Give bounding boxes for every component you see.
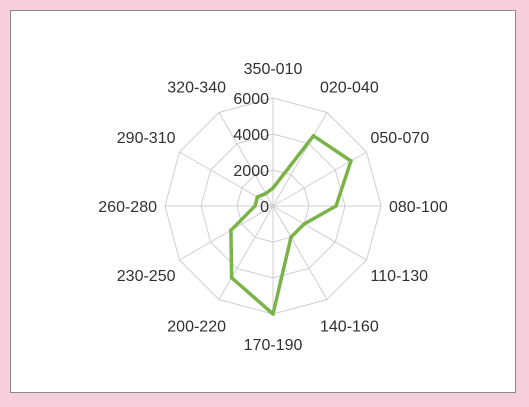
category-labels: 350-010 020-040 050-070 080-100 110-130 140-1… [98, 61, 448, 354]
category-label: 050-070 [371, 130, 430, 147]
tick-label: 2000 [233, 163, 269, 180]
spoke-140-160 [272, 205, 328, 300]
spoke-020-040 [272, 112, 328, 207]
category-label: 350-010 [244, 61, 303, 78]
category-label: 290-310 [117, 130, 176, 147]
series-layer [229, 134, 353, 316]
data-point-140-160 [289, 235, 293, 239]
data-point-260-280 [253, 204, 257, 208]
tick-label: 6000 [233, 91, 269, 108]
category-label: 170-190 [244, 337, 303, 354]
radar-spokes [165, 98, 381, 314]
data-point-080-100 [334, 204, 338, 208]
data-point-290-310 [255, 195, 260, 199]
spoke-320-340 [218, 112, 274, 207]
category-label: 260-280 [98, 199, 157, 216]
category-label: 230-250 [117, 268, 176, 285]
category-label: 020-040 [320, 79, 379, 96]
radial-ticks: 0 2000 4000 6000 [233, 91, 269, 216]
data-point-320-340 [264, 191, 268, 196]
spoke-110-130 [272, 205, 367, 261]
spoke-230-250 [179, 205, 274, 261]
data-point-020-040 [311, 134, 316, 138]
tick-label: 4000 [233, 127, 269, 144]
category-label: 320-340 [167, 79, 226, 96]
category-label: 200-220 [167, 319, 226, 336]
data-point-200-220 [229, 275, 234, 280]
data-point-110-130 [302, 222, 306, 226]
chart-area [10, 10, 516, 393]
data-point-350-010 [271, 186, 275, 190]
data-point-170-190 [271, 312, 275, 316]
category-label: 080-100 [389, 199, 448, 216]
spoke-200-220 [218, 205, 274, 300]
category-label: 110-130 [371, 268, 429, 285]
tick-label: 0 [260, 199, 269, 216]
data-point-050-070 [349, 159, 353, 163]
category-label: 140-160 [320, 319, 379, 336]
data-point-230-250 [229, 228, 233, 233]
